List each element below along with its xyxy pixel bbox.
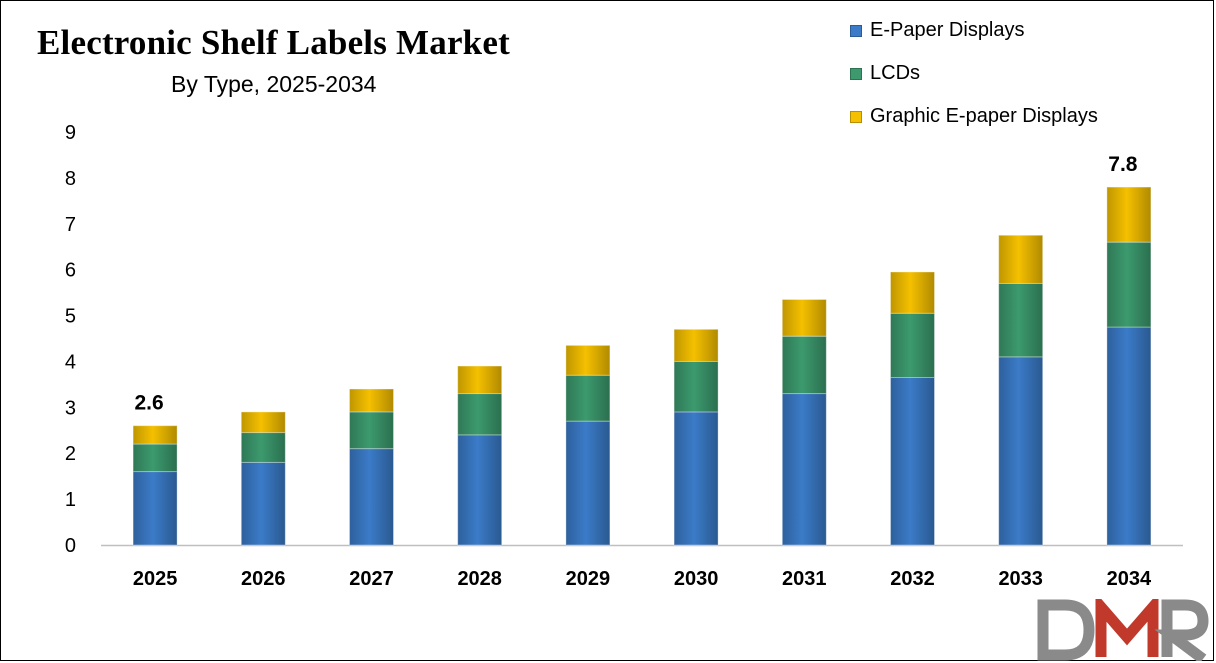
bar-2033-series-0: [998, 356, 1044, 546]
x-tick-label: 2031: [782, 568, 827, 590]
y-tick-label: 6: [65, 260, 76, 282]
bar-2032-series-1: [890, 312, 935, 379]
y-tick-label: 5: [65, 306, 76, 328]
bar-2026-series-0: [240, 461, 286, 546]
x-tick-label: 2029: [566, 568, 611, 590]
bar-2030-series-2: [673, 328, 719, 362]
total-label-2034: 7.8: [1108, 153, 1138, 176]
bar-2027-series-1: [349, 411, 394, 450]
y-tick-label: 1: [65, 489, 76, 511]
bar-2029-series-1: [565, 374, 611, 422]
y-tick-label: 0: [65, 535, 76, 557]
total-label-2025: 2.6: [134, 392, 163, 415]
bar-2026-series-2: [240, 411, 286, 434]
x-tick-label: 2027: [349, 568, 394, 590]
legend-label-graphic-epaper: Graphic E-paper Displays: [870, 105, 1098, 127]
legend-label-lcds: LCDs: [870, 62, 921, 84]
bar-2029-series-2: [565, 344, 611, 376]
bar-2029-series-0: [565, 420, 611, 546]
bar-2033-series-2: [998, 234, 1044, 284]
chart-legend: E-Paper Displays LCDs Graphic E-paper Di…: [850, 9, 1098, 138]
legend-swatch-epaper: [850, 24, 862, 37]
x-tick-label: 2033: [998, 568, 1043, 590]
bar-2030-series-1: [673, 360, 719, 413]
bar-2034-series-1: [1106, 241, 1152, 328]
bar-2034-series-0: [1106, 326, 1152, 546]
bar-2031-series-2: [781, 298, 827, 337]
bar-2032-series-0: [890, 377, 935, 546]
bar-2034-series-2: [1106, 186, 1152, 243]
x-tick-label: 2034: [1107, 568, 1152, 590]
bar-2028-series-0: [457, 434, 503, 546]
x-tick-label: 2030: [674, 568, 719, 590]
legend-swatch-lcds: [850, 67, 862, 80]
bar-2030-series-0: [673, 411, 719, 546]
x-tick-label: 2025: [133, 568, 178, 590]
bar-2027-series-2: [349, 388, 394, 413]
bar-2025-series-1: [132, 443, 178, 473]
y-tick-label: 3: [65, 397, 76, 419]
y-tick-label: 2: [65, 443, 76, 465]
legend-item-lcds: LCDs: [850, 52, 1098, 95]
legend-item-graphic-epaper: Graphic E-paper Displays: [850, 95, 1098, 138]
legend-label-epaper: E-Paper Displays: [870, 19, 1025, 41]
bar-2027-series-0: [349, 448, 394, 546]
x-tick-label: 2026: [241, 568, 286, 590]
bar-2028-series-2: [457, 365, 503, 395]
bar-2033-series-1: [998, 282, 1044, 358]
bar-2026-series-1: [240, 432, 286, 463]
bar-2032-series-2: [890, 271, 935, 314]
y-tick-label: 4: [65, 351, 76, 373]
y-tick-label: 9: [65, 122, 76, 144]
legend-swatch-graphic-epaper: [850, 110, 862, 123]
bar-2031-series-1: [781, 335, 827, 395]
y-tick-label: 7: [65, 214, 76, 236]
bar-2031-series-0: [781, 393, 827, 546]
x-tick-label: 2028: [457, 568, 502, 590]
chart-title: Electronic Shelf Labels Market: [37, 23, 510, 62]
bar-2025-series-2: [132, 425, 178, 445]
x-tick-label: 2032: [890, 568, 935, 590]
chart-subtitle: By Type, 2025-2034: [171, 71, 377, 97]
dmr-logo: [1037, 599, 1209, 661]
bar-2025-series-0: [132, 471, 178, 546]
legend-item-epaper: E-Paper Displays: [850, 9, 1098, 52]
y-tick-label: 8: [65, 168, 76, 190]
bar-2028-series-1: [457, 393, 503, 436]
